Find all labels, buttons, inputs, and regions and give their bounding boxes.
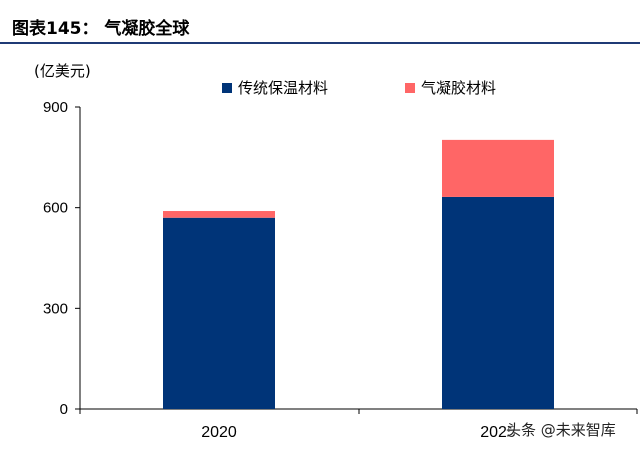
legend-swatch-series-2 xyxy=(405,83,415,93)
figure-header: 图表145： 气凝胶全球 xyxy=(0,0,640,44)
y-axis-unit-label: (亿美元) xyxy=(34,62,91,80)
figure-title: 图表145： 气凝胶全球 xyxy=(12,19,190,39)
y-tick-label: 900 xyxy=(43,99,68,116)
x-category-label: 2025 xyxy=(480,424,516,441)
bar-2025-series-2 xyxy=(442,139,554,197)
legend-label-series-1: 传统保温材料 xyxy=(238,79,328,97)
legend-label-series-2: 气凝胶材料 xyxy=(421,79,496,97)
bar-2020-series-2 xyxy=(163,211,275,218)
bar-2025-series-1 xyxy=(442,196,554,409)
y-tick-label: 0 xyxy=(60,401,68,418)
legend-swatch-series-1 xyxy=(222,83,232,93)
bar-2020-series-1 xyxy=(163,217,275,409)
y-tick-label: 600 xyxy=(43,200,68,217)
x-category-label: 2020 xyxy=(201,424,237,441)
header-divider xyxy=(0,42,640,44)
watermark: 头条 @未来智库 xyxy=(506,421,616,439)
y-tick-label: 300 xyxy=(43,300,68,317)
